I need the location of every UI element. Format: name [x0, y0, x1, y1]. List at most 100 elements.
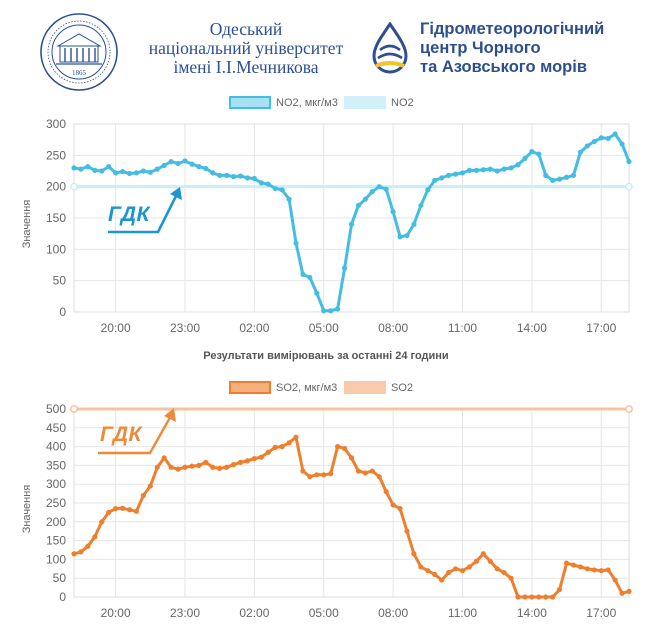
- data-point: [459, 568, 466, 574]
- data-point: [348, 221, 355, 227]
- data-point: [126, 507, 133, 513]
- data-point: [113, 170, 119, 176]
- so2-chart: 0 50 100 150 200 250 300 350 400 450 500 20:00 23:00…: [21, 381, 633, 620]
- hydromet-center-name: Гідрометеорологічний центр Чорного та Аз…: [420, 20, 650, 77]
- legend-label: NO2: [391, 97, 414, 109]
- limit-point: [70, 405, 78, 413]
- data-point: [543, 594, 549, 600]
- no2-grid: [74, 123, 629, 313]
- data-point: [446, 172, 452, 178]
- so2-limit-arrow-icon: [98, 408, 176, 455]
- data-point: [272, 444, 278, 450]
- y-tick-label: 300: [46, 477, 66, 491]
- data-point: [224, 464, 230, 470]
- data-point: [515, 594, 521, 600]
- data-point: [147, 483, 153, 489]
- plot-border: [73, 123, 630, 313]
- y-tick-label: 400: [46, 440, 66, 454]
- data-point: [619, 141, 625, 147]
- data-point: [432, 177, 438, 183]
- data-point: [71, 165, 77, 171]
- data-point: [439, 175, 445, 181]
- data-point: [92, 167, 98, 173]
- y-tick-label: 0: [59, 305, 66, 319]
- data-point: [376, 474, 382, 480]
- data-point: [119, 505, 126, 511]
- university-name-line: національний університет: [148, 38, 344, 58]
- y-tick-label: 150: [46, 534, 66, 548]
- data-point: [314, 290, 320, 296]
- data-point: [78, 166, 84, 172]
- y-tick-label: 350: [46, 458, 66, 472]
- y-tick-label: 300: [46, 117, 66, 131]
- x-tick-label: 11:00: [448, 321, 477, 335]
- legend-swatch: [344, 96, 386, 109]
- data-point: [425, 187, 431, 193]
- data-point: [140, 492, 146, 499]
- x-tick-label: 23:00: [170, 321, 200, 335]
- data-point: [404, 232, 410, 239]
- data-point: [536, 151, 542, 157]
- data-point: [92, 534, 98, 540]
- data-point: [210, 170, 216, 176]
- data-point: [411, 221, 417, 227]
- data-point: [487, 558, 493, 564]
- y-tick-label: 250: [46, 148, 66, 162]
- data-point: [126, 170, 133, 177]
- data-point: [182, 158, 188, 164]
- data-point: [494, 168, 500, 174]
- x-tick-label: 08:00: [378, 321, 408, 335]
- data-point: [217, 465, 223, 472]
- y-tick-label: 150: [46, 211, 66, 225]
- data-point: [71, 551, 77, 557]
- data-point: [626, 588, 632, 594]
- data-point: [210, 464, 216, 470]
- data-point: [161, 455, 167, 461]
- y-tick-label: 0: [59, 590, 66, 604]
- hydromet-name-line: Гідрометеорологічний: [420, 20, 605, 38]
- data-point: [182, 464, 188, 470]
- data-point: [501, 569, 507, 576]
- data-point: [286, 196, 292, 202]
- university-name-line: імені І.І.Мечникова: [173, 57, 319, 77]
- data-point: [376, 184, 382, 190]
- data-point: [293, 240, 299, 246]
- data-point: [605, 567, 611, 573]
- data-point: [175, 466, 181, 472]
- data-point: [244, 458, 251, 464]
- hydromet-drop-logo: [372, 22, 408, 74]
- x-tick-label: 23:00: [170, 606, 200, 620]
- data-point: [328, 308, 334, 314]
- x-tick-label: 14:00: [517, 606, 547, 620]
- data-point: [258, 454, 264, 460]
- y-tick-label: 50: [53, 571, 67, 585]
- data-point: [168, 159, 174, 165]
- data-point: [577, 564, 584, 570]
- data-point: [237, 173, 244, 179]
- data-point: [563, 560, 570, 566]
- data-point: [439, 577, 445, 583]
- data-point: [577, 149, 584, 155]
- data-point: [397, 506, 403, 512]
- x-tick-label: 17:00: [586, 321, 616, 335]
- data-point: [230, 174, 237, 180]
- data-point: [196, 164, 202, 170]
- x-tick-label: 05:00: [309, 321, 339, 335]
- y-tick-label: 200: [46, 180, 66, 194]
- data-point: [161, 162, 167, 168]
- legend-label: SO2, мкг/м3: [276, 382, 337, 394]
- so2-series-line: [73, 435, 630, 599]
- y-tick-label: 100: [46, 242, 66, 256]
- data-point: [99, 519, 105, 525]
- data-point: [508, 165, 514, 171]
- data-point: [591, 138, 597, 145]
- data-point: [466, 167, 473, 173]
- no2-limit-arrow-icon: [108, 187, 182, 234]
- data-point: [418, 202, 424, 209]
- data-point: [598, 568, 604, 574]
- data-point: [189, 161, 195, 167]
- data-point: [106, 509, 112, 515]
- y-tick-label: 500: [46, 402, 66, 416]
- y-tick-label: 100: [46, 552, 66, 566]
- data-point: [473, 558, 479, 564]
